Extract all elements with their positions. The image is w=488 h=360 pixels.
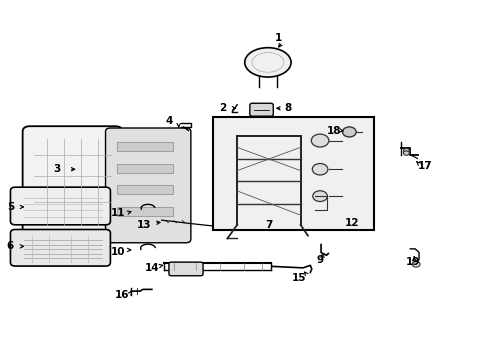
- FancyBboxPatch shape: [249, 103, 273, 116]
- Circle shape: [311, 134, 328, 147]
- Circle shape: [312, 163, 327, 175]
- FancyBboxPatch shape: [10, 229, 110, 266]
- Text: 4: 4: [165, 116, 172, 126]
- Circle shape: [312, 191, 327, 202]
- FancyBboxPatch shape: [105, 128, 190, 243]
- Circle shape: [403, 148, 408, 153]
- Circle shape: [403, 151, 408, 155]
- Bar: [212, 117, 373, 230]
- FancyBboxPatch shape: [10, 187, 110, 225]
- Text: 5: 5: [7, 202, 14, 212]
- Text: 3: 3: [53, 164, 61, 174]
- Circle shape: [342, 127, 355, 137]
- FancyBboxPatch shape: [22, 126, 122, 237]
- Text: 2: 2: [219, 103, 226, 113]
- Text: 19: 19: [405, 257, 419, 267]
- Text: 18: 18: [326, 126, 340, 135]
- FancyBboxPatch shape: [168, 262, 203, 276]
- Text: 12: 12: [344, 218, 358, 228]
- Text: 14: 14: [144, 263, 159, 273]
- Text: 13: 13: [137, 220, 151, 230]
- Text: 8: 8: [284, 103, 291, 113]
- Circle shape: [411, 261, 419, 267]
- Bar: [117, 164, 172, 173]
- Text: 1: 1: [274, 33, 282, 43]
- Bar: [117, 207, 172, 216]
- Text: 7: 7: [264, 220, 272, 230]
- Text: 9: 9: [316, 255, 323, 265]
- Text: 11: 11: [110, 208, 125, 218]
- Text: 17: 17: [417, 161, 431, 171]
- Bar: [117, 185, 172, 194]
- Text: 6: 6: [7, 241, 14, 251]
- Text: 15: 15: [291, 273, 306, 283]
- Ellipse shape: [244, 48, 290, 77]
- Text: 10: 10: [110, 247, 125, 257]
- Text: 16: 16: [114, 290, 129, 300]
- Bar: [117, 142, 172, 151]
